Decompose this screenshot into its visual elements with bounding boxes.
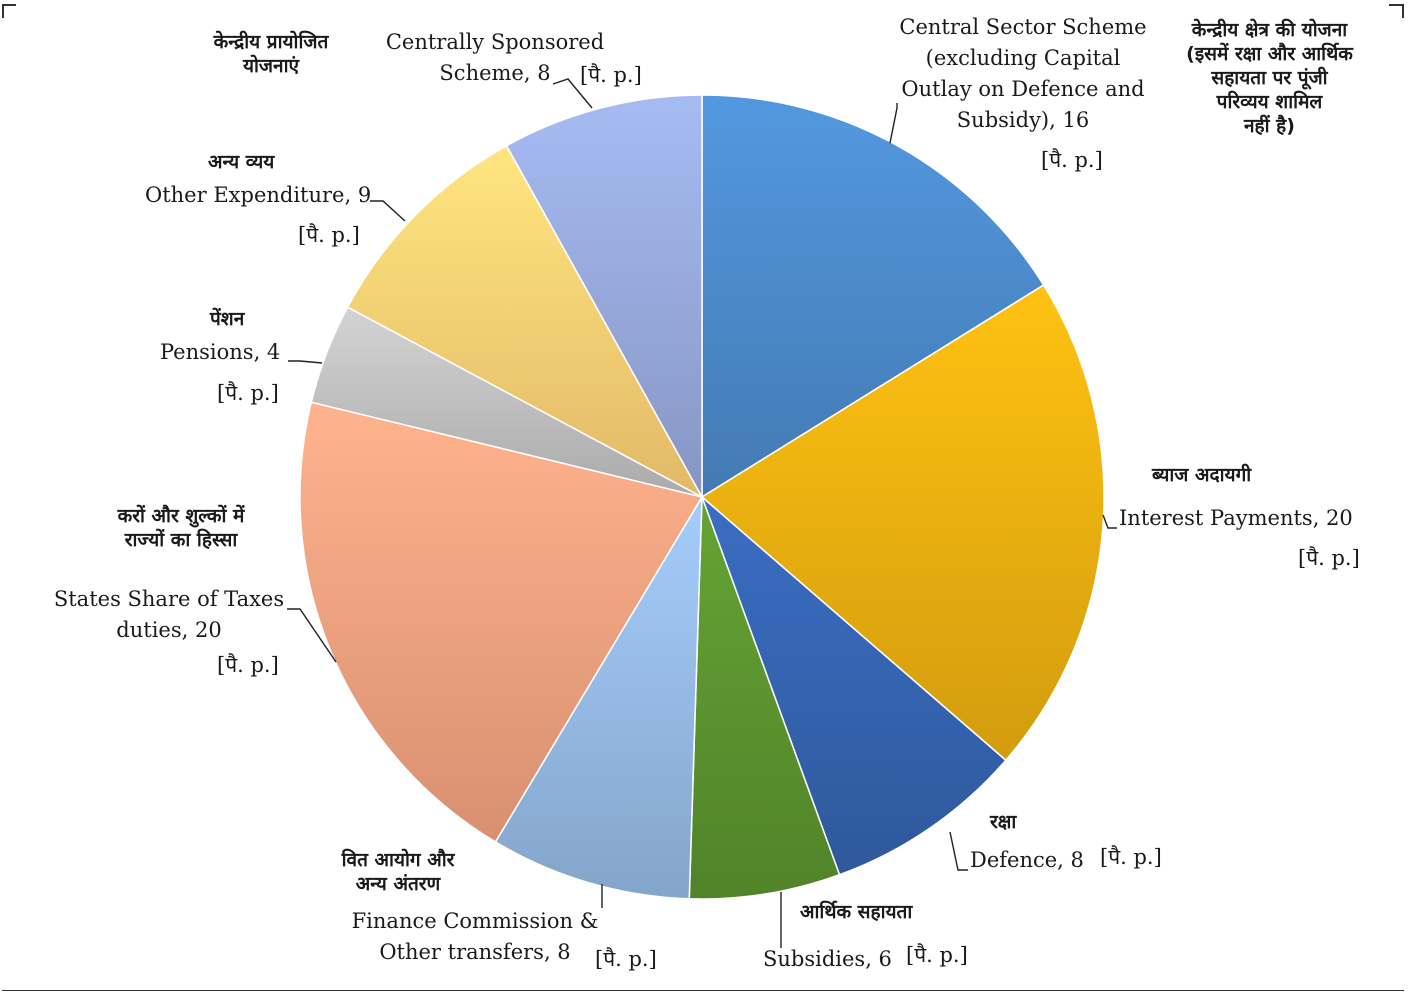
- hindi-label-other: अन्य व्यय: [208, 151, 275, 173]
- unit-label-finance: [पै. p.]: [595, 947, 657, 971]
- pie-slice-finance: [494, 494, 703, 900]
- hindi-label-finance: वित आयोग और अन्य अंतरण: [341, 849, 455, 895]
- pie-slice-states: [299, 401, 704, 843]
- frame-corner-left-top: [2, 4, 16, 6]
- label-defence: Defence, 8: [970, 848, 1084, 872]
- hindi-label-pensions: पेंशन: [210, 308, 245, 330]
- label-finance-commission: Finance Commission & Other transfers, 8: [351, 909, 599, 964]
- leader-line-defence: [949, 831, 968, 871]
- unit-label-interest: [पै. p.]: [1298, 546, 1360, 570]
- hindi-label-central: केन्द्रीय क्षेत्र की योजना (इसमें रक्षा …: [1186, 19, 1353, 137]
- pie-slice-interest: [700, 284, 1105, 762]
- unit-label-central: [पै. p.]: [1041, 148, 1103, 172]
- frame-corner-right: [1402, 4, 1404, 18]
- label-central-sector-scheme: Central Sector Scheme (excluding Capital…: [899, 15, 1147, 132]
- leader-line-css: [552, 78, 593, 109]
- leader-line-central: [889, 103, 898, 144]
- leader-line-other: [370, 200, 406, 222]
- unit-label-states: [पै. p.]: [217, 653, 279, 677]
- pie-slice-central: [701, 94, 1045, 499]
- label-centrally-sponsored: Centrally Sponsored Scheme, 8: [385, 30, 605, 85]
- unit-label-other: [पै. p.]: [298, 223, 360, 247]
- leader-line-states: [287, 608, 337, 663]
- hindi-label-states: करों और शुल्कों में राज्यों का हिस्सा: [117, 505, 245, 551]
- unit-label-subsidies: [पै. p.]: [906, 943, 968, 967]
- unit-label-defence: [पै. p.]: [1100, 845, 1162, 869]
- hindi-label-css: केन्द्रीय प्रायोजित योजनाएं: [213, 31, 329, 77]
- unit-label-pensions: [पै. p.]: [217, 381, 279, 405]
- pie-slice-other: [346, 144, 704, 499]
- label-subsidies: Subsidies, 6: [763, 947, 892, 971]
- leader-line-pensions: [288, 360, 323, 364]
- label-states-share: States Share of Taxes duties, 20: [53, 587, 285, 642]
- frame-corner-right-top: [1389, 4, 1403, 6]
- leader-line-interest: [1102, 514, 1117, 529]
- label-interest-payments: Interest Payments, 20: [1119, 506, 1353, 530]
- label-pensions: Pensions, 4: [160, 340, 281, 364]
- hindi-label-interest: ब्याज अदायगी: [1152, 464, 1252, 486]
- pie-slice-defence: [700, 494, 1007, 876]
- chart-frame: [2, 4, 1404, 991]
- frame-corner-left: [2, 4, 4, 18]
- pie-slice-subsidies: [688, 496, 841, 900]
- hindi-label-subsidies: आर्थिक सहायता: [800, 901, 913, 923]
- pie-slice-css: [505, 94, 703, 500]
- hindi-label-defence: रक्षा: [990, 811, 1017, 833]
- unit-label-css: [पै. p.]: [580, 63, 642, 87]
- label-other-expenditure: Other Expenditure, 9: [145, 183, 372, 207]
